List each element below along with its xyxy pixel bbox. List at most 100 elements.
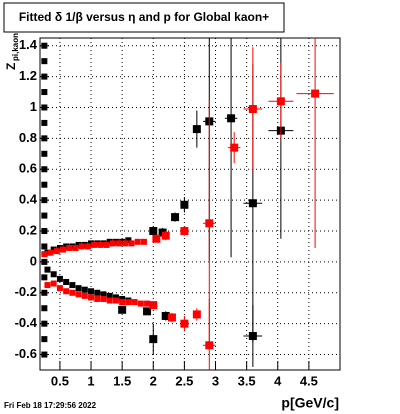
marker	[75, 291, 82, 298]
marker	[125, 299, 132, 306]
marker	[41, 58, 48, 65]
marker	[88, 288, 95, 295]
title-box	[3, 2, 285, 33]
marker	[144, 300, 151, 307]
marker	[81, 286, 88, 293]
marker	[131, 299, 138, 306]
marker	[106, 297, 113, 304]
marker	[205, 341, 214, 350]
marker	[100, 240, 107, 247]
y-tick-label: 0.4	[19, 192, 38, 207]
marker	[112, 297, 119, 304]
marker	[94, 295, 101, 302]
marker	[66, 245, 73, 252]
marker	[180, 319, 189, 328]
marker	[63, 288, 70, 295]
y-tick-label: 1.4	[19, 37, 38, 52]
marker	[44, 266, 51, 273]
chart-title: Fitted δ 1/β versus η and p for Global k…	[19, 10, 269, 24]
marker	[91, 241, 98, 248]
marker	[205, 219, 214, 228]
marker	[97, 241, 104, 248]
marker	[41, 274, 48, 281]
y-tick-label: 0.2	[19, 222, 37, 237]
marker	[41, 73, 48, 80]
marker	[180, 200, 189, 209]
marker	[75, 241, 82, 248]
marker	[60, 246, 67, 253]
plot-frame	[39, 37, 341, 371]
marker	[41, 135, 48, 142]
marker	[171, 213, 180, 222]
marker	[41, 258, 48, 265]
marker	[119, 299, 126, 306]
marker	[81, 241, 88, 248]
marker	[230, 143, 239, 152]
marker	[50, 280, 57, 287]
marker	[41, 42, 48, 49]
marker	[192, 310, 201, 319]
y-tick-label: 0.8	[19, 130, 37, 145]
x-tick-label: 0.5	[51, 373, 69, 388]
marker	[41, 212, 48, 219]
y-tick-label: 0.6	[19, 161, 37, 176]
marker	[50, 271, 57, 278]
marker	[47, 249, 54, 256]
marker	[88, 240, 95, 247]
x-tick-label: 2.5	[175, 373, 193, 388]
marker	[119, 238, 126, 245]
y-tick-label: -0.2	[15, 284, 37, 299]
x-tick-label: 1.5	[113, 373, 131, 388]
marker	[78, 243, 85, 250]
marker	[41, 320, 48, 327]
marker	[56, 275, 63, 282]
timestamp: Fri Feb 18 17:29:56 2022	[4, 401, 97, 410]
marker	[125, 237, 132, 244]
marker	[63, 278, 70, 285]
marker	[137, 300, 144, 307]
marker	[112, 238, 119, 245]
x-tick-label: 4	[274, 373, 282, 388]
marker	[112, 294, 119, 301]
marker	[276, 97, 285, 106]
marker	[192, 125, 201, 134]
marker	[227, 114, 236, 123]
marker	[41, 243, 48, 250]
y-axis-title-sub: pi,kaon	[11, 33, 20, 61]
marker	[161, 231, 170, 240]
marker	[94, 240, 101, 247]
y-axis-title-main: Z	[4, 63, 18, 70]
marker	[103, 241, 110, 248]
marker	[149, 227, 158, 236]
x-tick-label: 2	[150, 373, 157, 388]
marker	[88, 294, 95, 301]
marker	[41, 89, 48, 96]
x-tick-label: 1	[87, 373, 94, 388]
marker	[180, 227, 189, 236]
data-area	[41, 38, 334, 370]
marker	[116, 240, 123, 247]
marker	[41, 181, 48, 188]
marker	[44, 249, 51, 256]
marker	[100, 295, 107, 302]
marker	[41, 104, 48, 111]
y-axis-title: Z pi,kaon	[4, 33, 20, 70]
marker	[143, 307, 152, 316]
y-tick-label: 1.2	[19, 68, 37, 83]
marker	[119, 295, 126, 302]
marker	[41, 289, 48, 296]
marker	[109, 240, 116, 247]
marker	[149, 335, 158, 344]
marker	[106, 238, 113, 245]
x-tick-label: 3	[212, 373, 219, 388]
marker	[248, 105, 257, 114]
marker	[41, 150, 48, 157]
marker	[140, 238, 147, 245]
marker	[84, 243, 91, 250]
marker	[69, 289, 76, 296]
y-tick-label: 0	[30, 253, 37, 268]
marker	[72, 245, 79, 252]
marker	[167, 313, 176, 322]
x-tick-label: 4.5	[300, 373, 318, 388]
